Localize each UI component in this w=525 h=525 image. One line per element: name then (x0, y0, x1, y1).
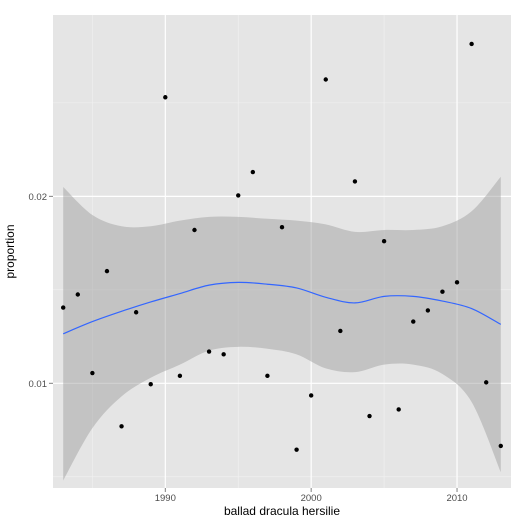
data-point (90, 370, 95, 376)
y-axis-title: proportion (3, 224, 17, 278)
data-point (396, 407, 401, 412)
x-axis-title: ballad dracula hersilie (224, 504, 340, 518)
data-point (279, 225, 285, 230)
data-point (61, 305, 66, 310)
data-point (352, 179, 358, 184)
y-tick-label: 0.01 (29, 379, 48, 390)
data-point (367, 413, 372, 419)
smooth-trend-line (62, 281, 502, 335)
data-point (206, 349, 212, 354)
data-point (104, 268, 110, 274)
data-point (148, 382, 153, 387)
data-point (119, 424, 124, 429)
data-point (177, 373, 183, 379)
confidence-ribbon (63, 176, 501, 481)
data-point (484, 380, 489, 385)
data-point (308, 393, 314, 398)
plot-panel (53, 15, 511, 488)
x-tick-label: 2000 (301, 493, 322, 504)
major-gridlines (53, 15, 511, 488)
data-point (236, 193, 241, 198)
data-point (163, 95, 168, 100)
data-point (221, 352, 226, 357)
data-point (381, 239, 387, 244)
minor-gridlines (53, 15, 511, 488)
data-point (440, 289, 445, 294)
data-point (411, 319, 416, 324)
data-point (454, 280, 460, 285)
data-point (192, 227, 197, 233)
y-axis-ticks: 0.01 0.02 (29, 192, 53, 390)
y-tick-label: 0.02 (29, 192, 48, 203)
x-tick-label: 2010 (446, 493, 467, 504)
data-point (265, 373, 270, 379)
data-point (425, 308, 431, 313)
data-point (75, 292, 81, 297)
data-point (294, 447, 299, 452)
x-tick-label: 1990 (155, 493, 176, 504)
data-point (323, 77, 328, 82)
data-point (338, 328, 343, 334)
data-point (498, 443, 503, 449)
data-point (469, 41, 474, 47)
data-points (61, 41, 503, 452)
data-point (250, 169, 256, 175)
x-axis-ticks: 1990 2000 2010 (155, 488, 468, 504)
data-point (133, 310, 139, 315)
